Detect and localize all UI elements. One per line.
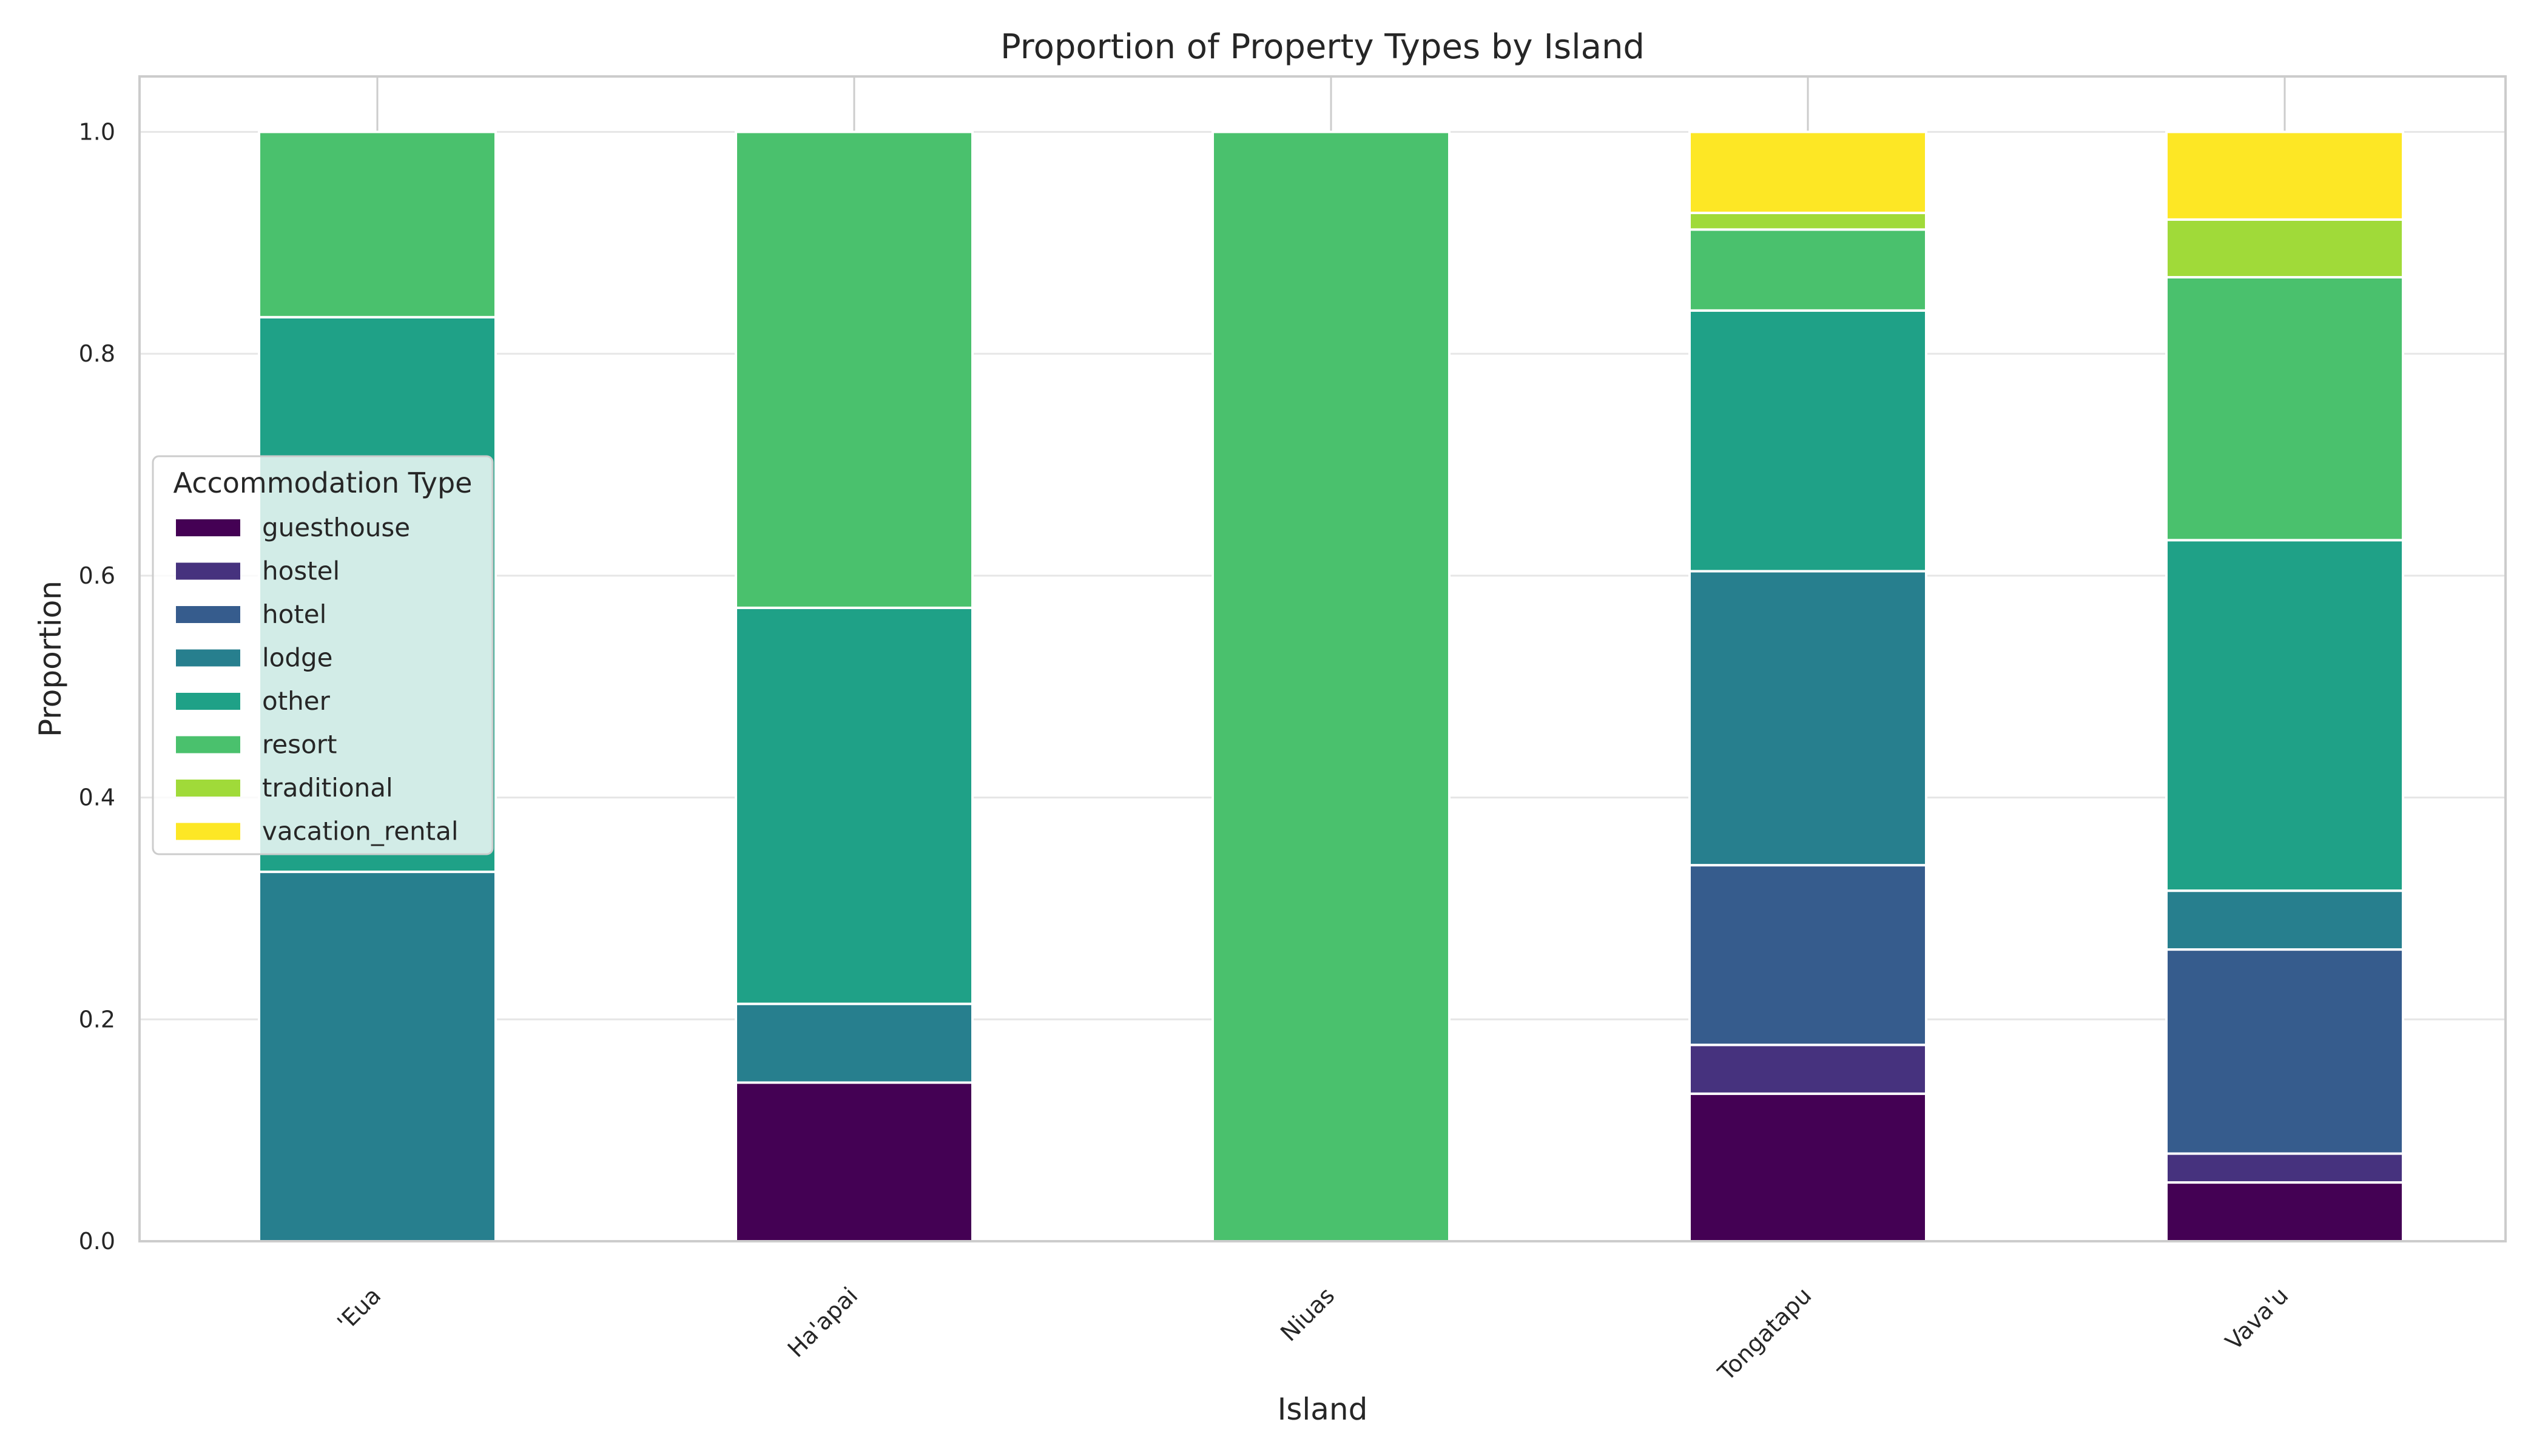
bar-segment — [2165, 1181, 2404, 1242]
bar-segment — [1688, 570, 1927, 867]
legend-swatch — [176, 780, 240, 797]
y-tick-label: 0.2 — [79, 1006, 115, 1033]
bar-segment — [735, 606, 974, 1005]
bar-segment — [1688, 1092, 1927, 1243]
legend-label: resort — [262, 730, 337, 760]
y-tick-label: 0.0 — [79, 1228, 115, 1255]
bar-segment — [735, 1002, 974, 1084]
legend-title: Accommodation Type — [174, 467, 473, 499]
legend-label: guesthouse — [262, 513, 410, 542]
bar-segment — [1688, 228, 1927, 312]
legend-swatch — [176, 606, 240, 623]
legend: Accommodation Type guesthouse hostel hotel… — [152, 455, 494, 855]
bar-segment — [2165, 539, 2404, 892]
legend-label: other — [262, 686, 331, 716]
chart-title: Proportion of Property Types by Island — [1000, 27, 1645, 67]
y-tick-label: 1.0 — [79, 118, 115, 145]
bars — [258, 130, 2404, 1243]
bar-segment — [258, 871, 497, 1242]
legend-swatch — [176, 693, 240, 710]
y-axis-label: Proportion — [33, 581, 68, 737]
legend-box — [152, 455, 494, 855]
bar-segment — [2165, 948, 2404, 1155]
legend-label: lodge — [262, 643, 333, 673]
y-ticks: 0.0 0.2 0.4 0.6 0.8 1.0 — [79, 118, 115, 1255]
legend-swatch — [176, 519, 240, 536]
legend-swatch — [176, 562, 240, 580]
bar-segment — [2165, 275, 2404, 542]
legend-swatch — [176, 649, 240, 667]
y-tick-label: 0.6 — [79, 562, 115, 589]
bar-segment — [1688, 309, 1927, 573]
bar-segment — [1688, 864, 1927, 1046]
bar-segment — [1688, 211, 1927, 231]
y-tick-label: 0.8 — [79, 340, 115, 367]
y-tick-label: 0.4 — [79, 784, 115, 811]
legend-label: hotel — [262, 599, 326, 629]
legend-swatch — [176, 823, 240, 840]
bar-segment — [2165, 218, 2404, 278]
legend-label: traditional — [262, 773, 393, 803]
bar-segment — [2165, 130, 2404, 221]
legend-label: vacation_rental — [262, 817, 459, 846]
bar-segment — [2165, 889, 2404, 951]
plot-frame — [138, 75, 2507, 1242]
bar-segment — [735, 130, 974, 609]
legend-label: hostel — [262, 556, 340, 586]
bar-segment — [1212, 130, 1451, 1242]
bar-segment — [1688, 1043, 1927, 1095]
bar-segment — [1688, 130, 1927, 214]
legend-items: guesthouse hostel hotel lodge other resort tra… — [176, 513, 459, 846]
bar-segment — [258, 130, 497, 318]
x-axis-label: Island — [1278, 1392, 1368, 1427]
bar-segment — [2165, 1152, 2404, 1184]
bar-segment — [735, 1081, 974, 1242]
legend-swatch — [176, 736, 240, 753]
